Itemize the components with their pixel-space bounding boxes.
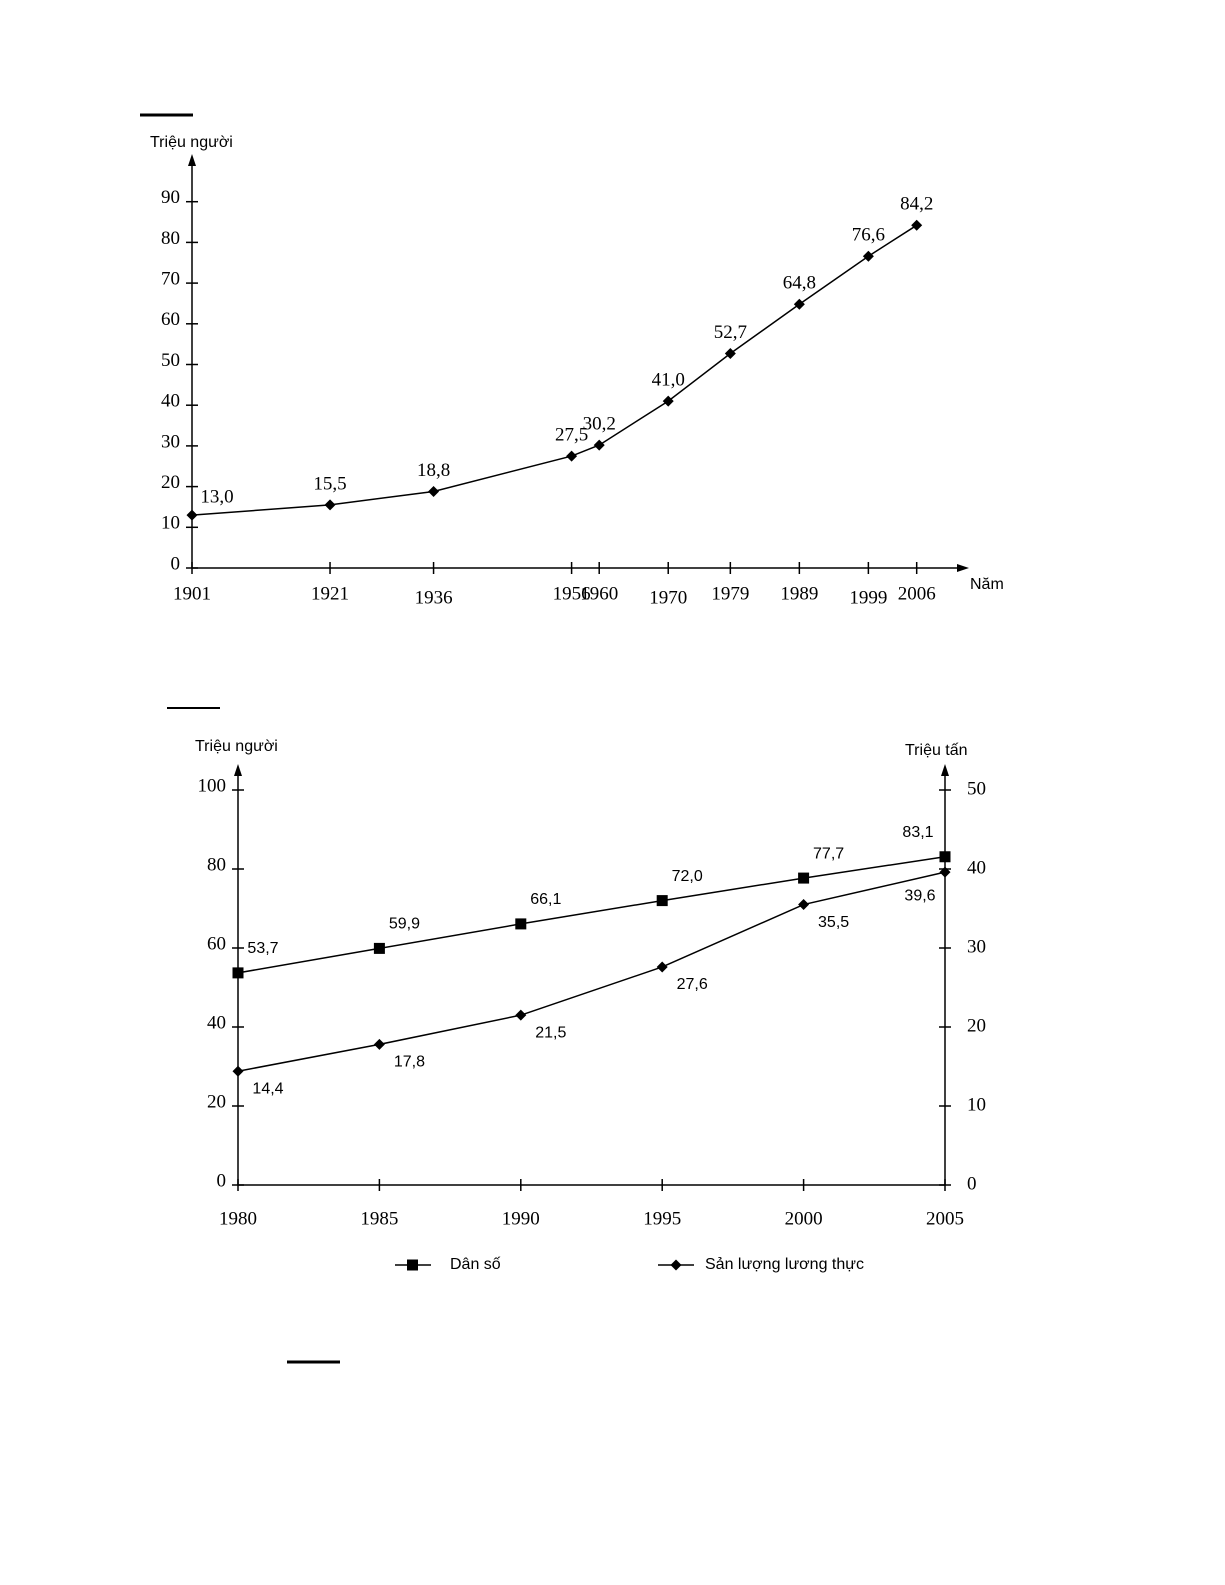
y2-tick-label: 50 — [967, 778, 986, 799]
x-tick-label: 1956 — [553, 583, 591, 604]
value-label: 83,1 — [902, 824, 933, 841]
y-axis-label: Triệu người — [195, 738, 278, 755]
value-label: 14,4 — [252, 1080, 283, 1097]
y2-tick-label: 40 — [967, 857, 986, 878]
y-tick-label: 60 — [161, 309, 180, 330]
value-label: 30,2 — [583, 413, 616, 434]
y-tick-label: 40 — [161, 391, 180, 412]
y-tick-label: 50 — [161, 350, 180, 371]
marker — [911, 219, 923, 231]
x-tick-label: 1936 — [415, 587, 453, 608]
series-line — [237, 856, 946, 974]
marker — [593, 439, 605, 451]
y2-tick-label: 10 — [967, 1094, 986, 1115]
y2-tick-label: 20 — [967, 1015, 986, 1036]
marker — [232, 1065, 244, 1077]
y-tick-label: 20 — [207, 1091, 226, 1112]
marker — [724, 348, 736, 360]
marker — [798, 899, 810, 911]
x-tick-label: 2000 — [785, 1208, 823, 1229]
marker — [373, 1038, 385, 1050]
x-tick-label: 1960 — [580, 583, 618, 604]
marker — [656, 895, 668, 907]
legend-marker — [670, 1259, 682, 1271]
axis-arrow — [188, 154, 196, 166]
marker — [798, 872, 810, 884]
marker — [373, 942, 385, 954]
x-tick-label: 1999 — [849, 587, 887, 608]
marker — [515, 1009, 527, 1021]
value-label: 59,9 — [389, 916, 420, 933]
x-tick-label: 1921 — [311, 583, 349, 604]
marker — [862, 250, 874, 262]
axis-arrow — [957, 564, 969, 572]
y-tick-label: 0 — [217, 1170, 227, 1191]
x-tick-label: 1990 — [502, 1208, 540, 1229]
value-label: 66,1 — [530, 891, 561, 908]
x-tick-label: 2006 — [898, 583, 936, 604]
value-label: 64,8 — [783, 273, 816, 294]
y-tick-label: 60 — [207, 933, 226, 954]
marker — [428, 485, 440, 497]
x-axis-label: Năm — [970, 576, 1004, 593]
marker — [566, 450, 578, 462]
y-tick-label: 10 — [161, 513, 180, 534]
x-tick-label: 1970 — [649, 587, 687, 608]
marker — [793, 298, 805, 310]
y-tick-label: 90 — [161, 187, 180, 208]
y-tick-label: 30 — [161, 431, 180, 452]
marker — [324, 499, 336, 511]
value-label: 72,0 — [672, 868, 703, 885]
x-tick-label: 1995 — [643, 1208, 681, 1229]
value-label: 15,5 — [313, 473, 346, 494]
value-label: 18,8 — [417, 460, 450, 481]
y-axis-label: Triệu người — [150, 134, 233, 151]
value-label: 53,7 — [247, 940, 278, 957]
marker — [656, 961, 668, 973]
x-tick-label: 1989 — [780, 583, 818, 604]
x-tick-label: 1980 — [219, 1208, 257, 1229]
value-label: 41,0 — [652, 369, 685, 390]
axis-arrow — [234, 764, 242, 776]
y2-tick-label: 30 — [967, 936, 986, 957]
value-label: 52,7 — [714, 322, 747, 343]
value-label: 27,6 — [677, 976, 708, 993]
x-tick-label: 1979 — [711, 583, 749, 604]
value-label: 35,5 — [818, 914, 849, 931]
legend-marker — [407, 1259, 418, 1271]
x-tick-label: 1901 — [173, 583, 211, 604]
axis-arrow — [941, 764, 949, 776]
value-label: 21,5 — [535, 1024, 566, 1041]
value-label: 84,2 — [900, 194, 933, 215]
x-tick-label: 2005 — [926, 1208, 964, 1229]
y-tick-label: 100 — [198, 775, 227, 796]
y2-tick-label: 0 — [967, 1173, 977, 1194]
x-tick-label: 1985 — [360, 1208, 398, 1229]
marker — [515, 918, 527, 930]
value-label: 27,5 — [555, 424, 588, 445]
value-label: 39,6 — [904, 887, 935, 904]
y-tick-label: 40 — [207, 1012, 226, 1033]
marker — [232, 967, 244, 979]
y-tick-label: 70 — [161, 268, 180, 289]
y-tick-label: 80 — [161, 228, 180, 249]
value-label: 77,7 — [813, 845, 844, 862]
series-line — [191, 224, 918, 516]
legend-label: Sản lượng lương thực — [705, 1256, 864, 1273]
marker — [662, 395, 674, 407]
series-line — [237, 871, 946, 1072]
marker — [186, 509, 198, 521]
y2-axis-label: Triệu tấn — [905, 742, 968, 759]
value-label: 76,6 — [852, 225, 885, 246]
value-label: 17,8 — [394, 1054, 425, 1071]
marker — [939, 866, 951, 878]
value-label: 13,0 — [200, 486, 233, 507]
y-tick-label: 0 — [171, 553, 181, 574]
legend-label: Dân số — [450, 1256, 501, 1273]
marker — [939, 851, 951, 863]
y-tick-label: 80 — [207, 854, 226, 875]
y-tick-label: 20 — [161, 472, 180, 493]
